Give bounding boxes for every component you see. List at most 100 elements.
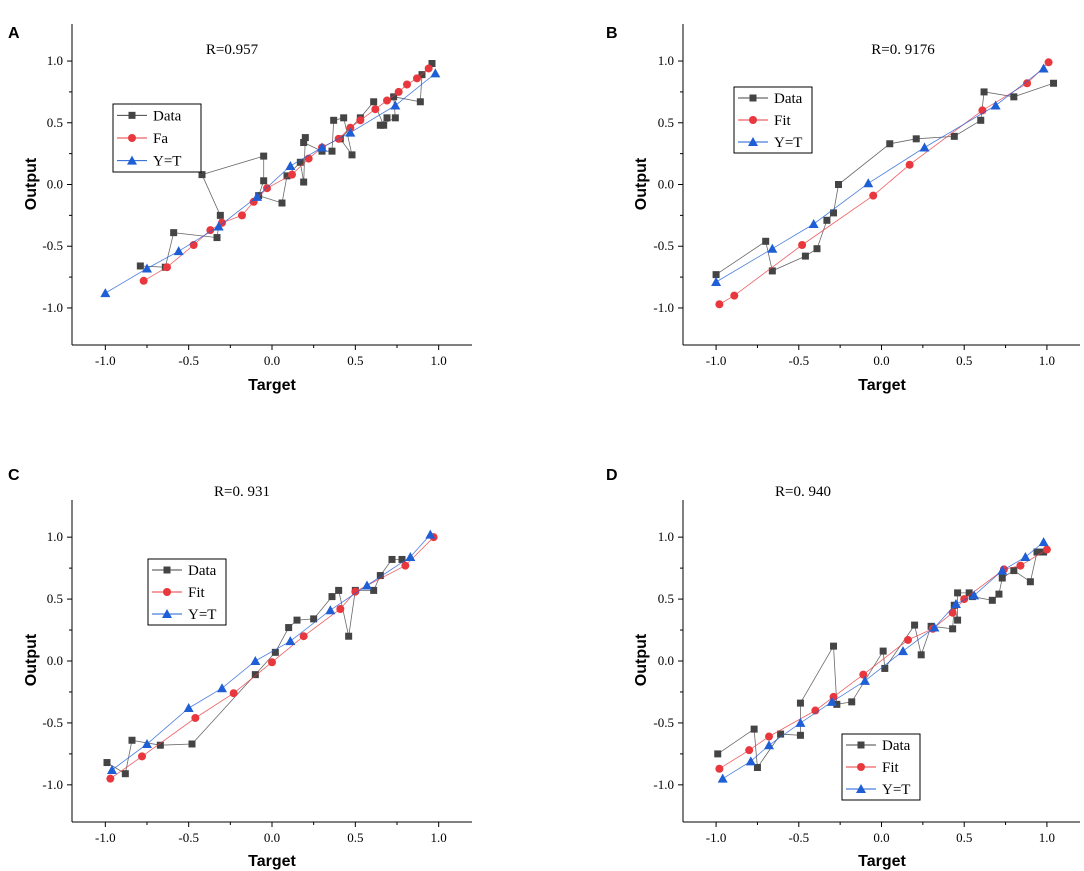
data-point — [370, 586, 378, 594]
data-point — [401, 561, 410, 570]
data-point — [403, 80, 411, 89]
data-point — [142, 738, 152, 748]
data-point — [1038, 537, 1049, 547]
data-point — [310, 615, 318, 623]
data-point — [998, 574, 1006, 582]
y-tick-label: 0.0 — [47, 177, 63, 192]
data-point — [191, 713, 200, 722]
data-point — [413, 74, 421, 83]
data-point — [717, 773, 728, 783]
data-point — [163, 263, 171, 272]
y-tick-label: -0.5 — [42, 715, 63, 730]
x-tick-label: 0.0 — [264, 353, 280, 368]
series-fit — [106, 533, 438, 783]
data-point — [362, 580, 372, 590]
y-tick-label: -1.0 — [653, 300, 674, 315]
data-point — [1026, 578, 1034, 586]
legend-marker — [163, 588, 171, 596]
data-point — [859, 670, 868, 679]
data-point — [801, 252, 809, 260]
x-tick-label: -1.0 — [706, 353, 727, 368]
data-point — [213, 234, 221, 242]
x-axis-label: Target — [248, 377, 296, 394]
data-point — [768, 267, 776, 275]
y-tick-label: 0.5 — [47, 115, 63, 130]
data-point — [811, 706, 820, 715]
data-point — [1010, 567, 1018, 575]
legend-label: Data — [188, 563, 217, 579]
data-point — [714, 750, 722, 758]
data-point — [198, 171, 206, 179]
data-point — [965, 589, 973, 597]
legend-label: Fit — [188, 585, 206, 601]
x-tick-label: -0.5 — [788, 830, 809, 845]
data-point — [106, 774, 115, 783]
data-point — [911, 621, 919, 629]
y-axis-label: Output — [23, 633, 40, 686]
data-point — [390, 93, 398, 101]
data-point — [260, 152, 268, 160]
series-line — [111, 534, 431, 771]
data-point — [796, 699, 804, 707]
series-data — [103, 555, 406, 778]
panel-a: A -1.0 -0.5 0.0 0.5 1.0 -1.0 -0.5 0.0 0.5 1.0 Targe… — [8, 24, 472, 394]
x-tick-label: 1.0 — [1039, 830, 1055, 845]
y-tick-label: -1.0 — [42, 300, 63, 315]
legend-label: Y=T — [188, 607, 216, 623]
data-point — [252, 191, 262, 201]
data-point — [912, 135, 920, 143]
data-point — [424, 64, 433, 73]
data-point — [859, 675, 870, 685]
x-tick-label: 1.0 — [431, 830, 447, 845]
data-point — [1023, 79, 1032, 88]
x-axis-label: Target — [858, 377, 906, 394]
legend: Data Fa Y=T — [112, 103, 202, 173]
data-point — [830, 209, 838, 217]
data-point — [293, 616, 301, 624]
data-point — [750, 725, 758, 733]
data-point — [376, 121, 384, 129]
data-point — [335, 586, 343, 594]
y-tick-label: 1.0 — [658, 53, 674, 68]
data-point — [798, 240, 807, 249]
legend-label: Fit — [774, 113, 792, 129]
x-tick-label: 1.0 — [1039, 353, 1055, 368]
data-point — [128, 736, 136, 744]
data-point — [217, 683, 227, 693]
data-point — [285, 160, 296, 170]
legend-label: Y=T — [153, 154, 181, 170]
data-point — [808, 219, 819, 229]
data-point — [954, 589, 962, 597]
x-tick-label: -0.5 — [178, 830, 199, 845]
legend: Data Fit Y=T — [147, 558, 227, 626]
series-line — [110, 536, 434, 780]
data-point — [317, 142, 327, 152]
data-point — [388, 555, 396, 563]
y-axis-label: Output — [23, 157, 40, 210]
data-point — [250, 656, 261, 665]
data-point — [980, 88, 988, 96]
x-axis-label: Target — [858, 853, 906, 870]
data-point — [300, 139, 308, 147]
data-point — [301, 134, 309, 142]
data-point — [950, 599, 961, 609]
panel-d: D -1.0 -0.5 0.0 0.5 1.0 -1.0 -0.5 0.0 0.5 1.0 Targe… — [606, 467, 1080, 870]
data-point — [100, 288, 111, 298]
data-point — [1033, 548, 1041, 556]
y-tick-label: 0.5 — [658, 115, 674, 130]
data-point — [394, 87, 403, 96]
y-tick-label: -0.5 — [42, 238, 63, 253]
data-point — [206, 226, 215, 235]
data-point — [948, 608, 957, 617]
legend-marker — [857, 763, 865, 771]
data-point — [383, 114, 391, 122]
r-value-label: R=0. 9176 — [871, 42, 935, 58]
data-point — [767, 243, 778, 253]
data-point — [777, 730, 785, 738]
data-point — [834, 181, 842, 188]
data-point — [969, 590, 980, 600]
x-tick-label: 0.5 — [956, 830, 972, 845]
data-point — [136, 262, 144, 270]
panel-letter: A — [8, 25, 20, 42]
data-point — [300, 178, 308, 186]
